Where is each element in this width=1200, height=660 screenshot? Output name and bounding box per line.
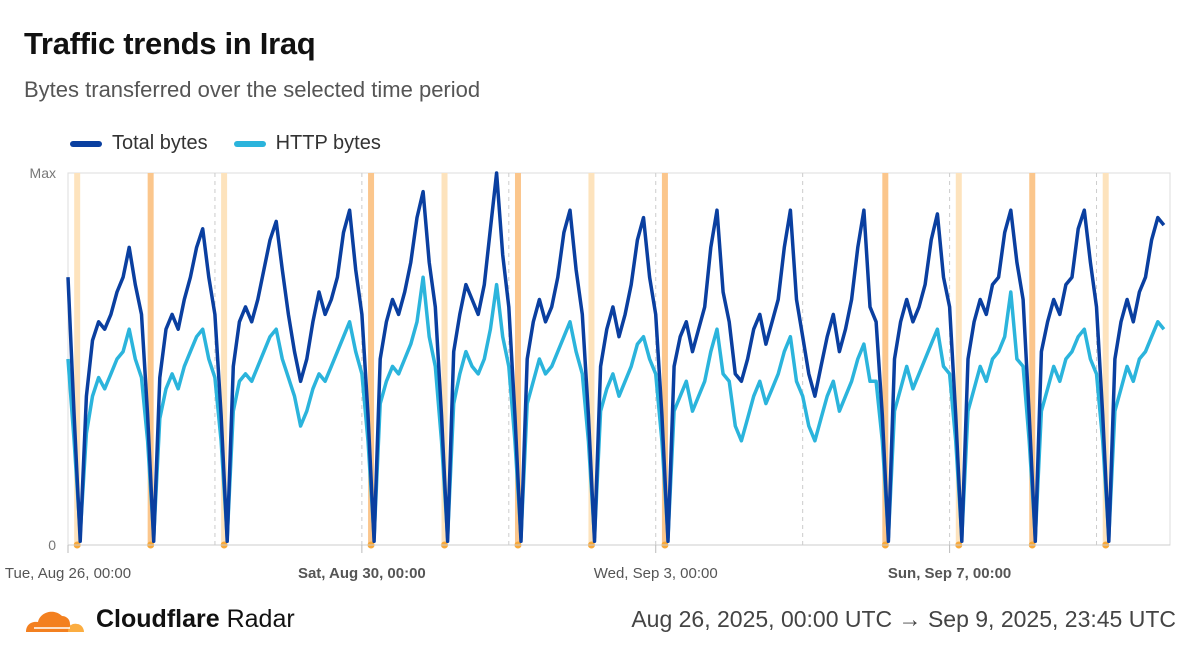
y-tick-label: Max xyxy=(30,165,56,181)
outage-band xyxy=(368,173,375,545)
legend-label-http: HTTP bytes xyxy=(275,132,381,154)
traffic-chart: 0 Max Tue, Aug 26, 00:00 Sat, Aug 30, 00:00… xyxy=(5,165,1171,582)
legend-label-total: Total bytes xyxy=(112,132,208,154)
legend-swatch-total xyxy=(70,140,102,147)
y-tick-label: 0 xyxy=(48,537,56,553)
outage-band xyxy=(514,173,521,545)
series-line-total-bytes xyxy=(66,171,1166,544)
x-tick-label: Tue, Aug 26, 00:00 xyxy=(5,565,131,582)
outage-band xyxy=(955,173,962,545)
legend-item-http[interactable]: HTTP bytes xyxy=(233,132,381,155)
x-tick-label: Sat, Aug 30, 00:00 xyxy=(298,565,426,582)
legend-item-total[interactable]: Total bytes xyxy=(70,132,208,155)
cloudflare-cloud-icon xyxy=(26,611,84,632)
outage-band xyxy=(441,173,448,545)
outage-band xyxy=(74,173,81,545)
chart-title: Traffic trends in Iraq xyxy=(24,26,316,61)
series-line-http-bytes xyxy=(66,275,1166,540)
brand-light: Radar xyxy=(226,604,295,633)
outage-band xyxy=(221,173,228,545)
date-range: Aug 26, 2025, 00:00 UTC → Sep 9, 2025, 2… xyxy=(631,606,1176,632)
cloudflare-radar-logo: Cloudflare Radar xyxy=(24,604,295,634)
chart-subtitle: Bytes transferred over the selected time… xyxy=(24,77,481,102)
x-tick-label: Wed, Sep 3, 00:00 xyxy=(594,565,718,582)
legend: Total bytes HTTP bytes xyxy=(70,132,381,155)
outage-band xyxy=(1102,173,1109,545)
outage-band xyxy=(1029,173,1036,545)
outage-band xyxy=(588,173,595,545)
x-tick-label: Sun, Sep 7, 00:00 xyxy=(888,565,1011,582)
legend-swatch-http xyxy=(233,140,266,147)
brand-bold: Cloudflare xyxy=(96,604,220,633)
outage-band xyxy=(882,173,889,545)
outage-band xyxy=(661,173,668,545)
outage-band xyxy=(147,173,154,545)
